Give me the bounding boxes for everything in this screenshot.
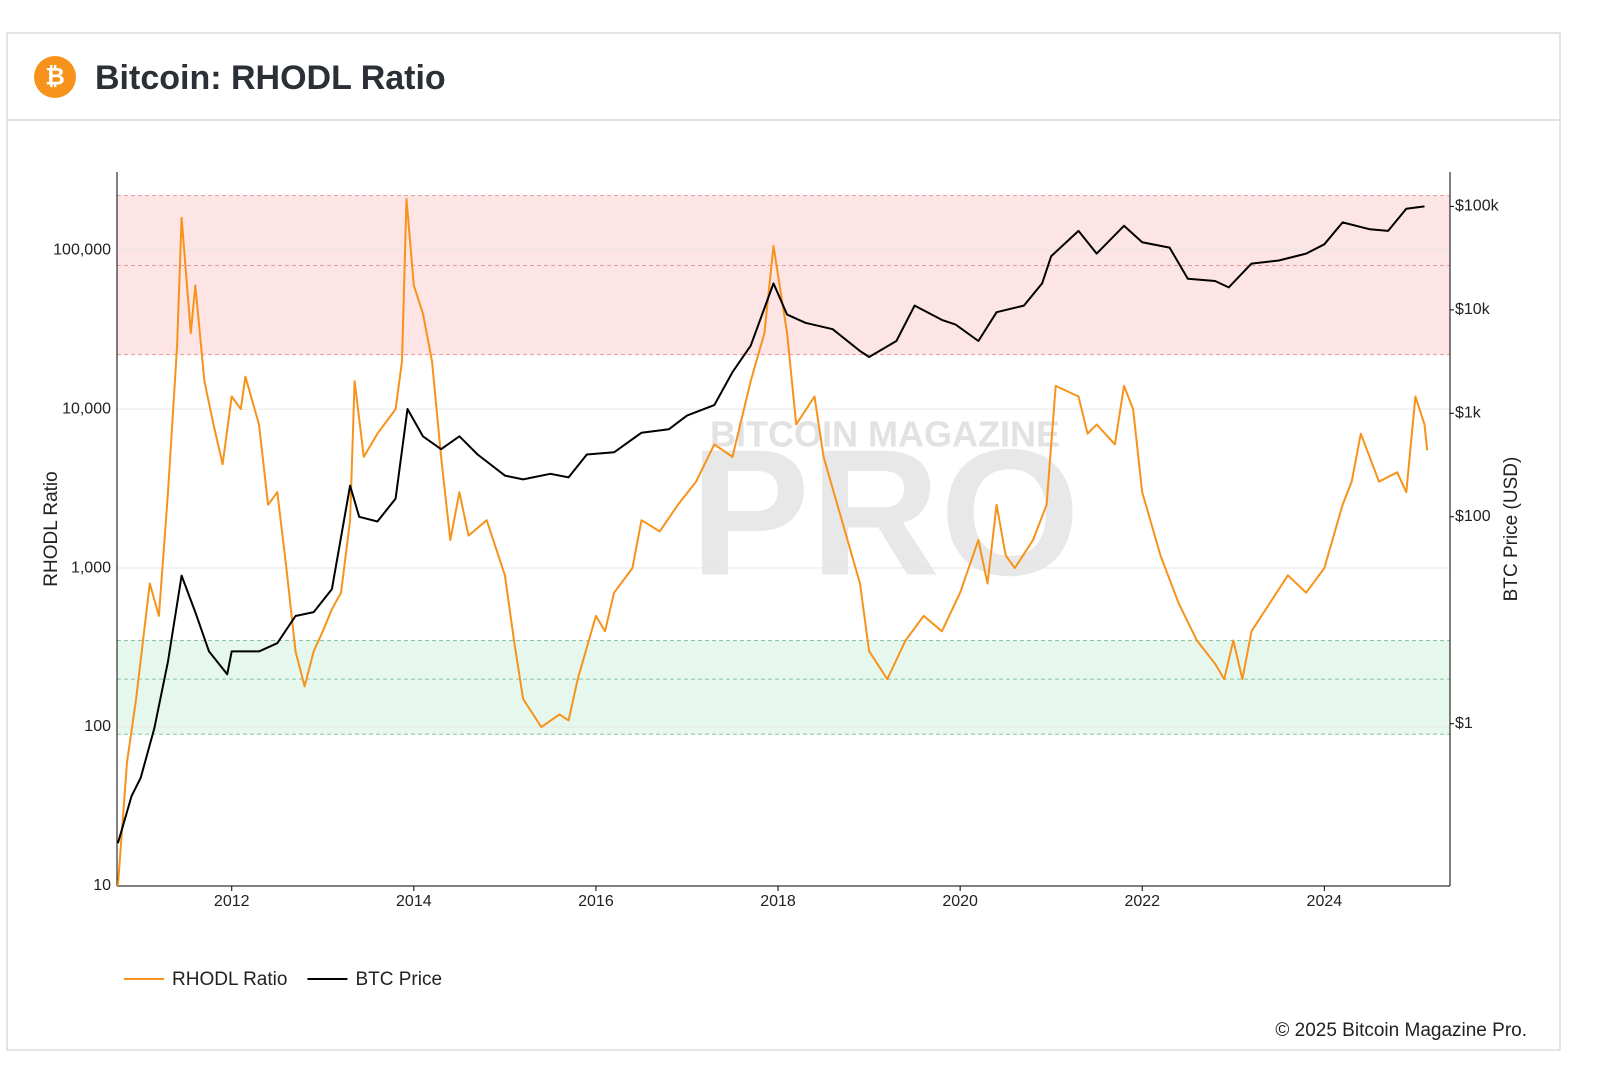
- zone-band: [117, 640, 1450, 735]
- legend-label: RHODL Ratio: [172, 969, 287, 990]
- legend-item[interactable]: BTC Price: [307, 969, 442, 990]
- y-tick-label: 100: [84, 718, 111, 735]
- series-line: [116, 197, 1429, 887]
- y2-tick-label: $100: [1455, 508, 1491, 525]
- plot: 10 100 1,000 10,000 100,000 $1 $100 $1k $10k $100…: [41, 172, 1522, 990]
- watermark: PRO: [690, 413, 1080, 614]
- legend-label: BTC Price: [355, 969, 442, 990]
- x-tick-label: 2022: [1124, 893, 1160, 910]
- series-line: [116, 205, 1425, 844]
- x-tick-label: 2020: [942, 893, 978, 910]
- x-tick-label: 2012: [214, 893, 250, 910]
- zone-band: [117, 195, 1450, 355]
- x-tick-label: 2018: [760, 893, 796, 910]
- x-tick-label: 2016: [578, 893, 614, 910]
- y-tick-label: 10: [93, 877, 111, 894]
- y2-tick-label: $1: [1455, 715, 1473, 732]
- y2-tick-label: $10k: [1455, 301, 1491, 318]
- y2-axis-title: BTC Price (USD): [1501, 457, 1522, 602]
- legend-item[interactable]: RHODL Ratio: [124, 969, 287, 990]
- y2-tick-label: $100k: [1455, 198, 1500, 215]
- page-title: Bitcoin: RHODL Ratio: [95, 59, 446, 97]
- x-tick-label: 2024: [1307, 893, 1343, 910]
- watermark: BITCOIN MAGAZINE: [710, 414, 1060, 455]
- logo-circle: [34, 56, 76, 98]
- logo: ₿: [45, 63, 65, 90]
- y-axis-title: RHODL Ratio: [41, 471, 62, 586]
- y-tick-label: 10,000: [62, 400, 111, 417]
- y-tick-label: 100,000: [53, 241, 111, 258]
- x-tick-label: 2014: [396, 893, 432, 910]
- y-tick-label: 1,000: [71, 559, 111, 576]
- footer: © 2025 Bitcoin Magazine Pro.: [1275, 1020, 1527, 1041]
- y2-tick-label: $1k: [1455, 405, 1482, 422]
